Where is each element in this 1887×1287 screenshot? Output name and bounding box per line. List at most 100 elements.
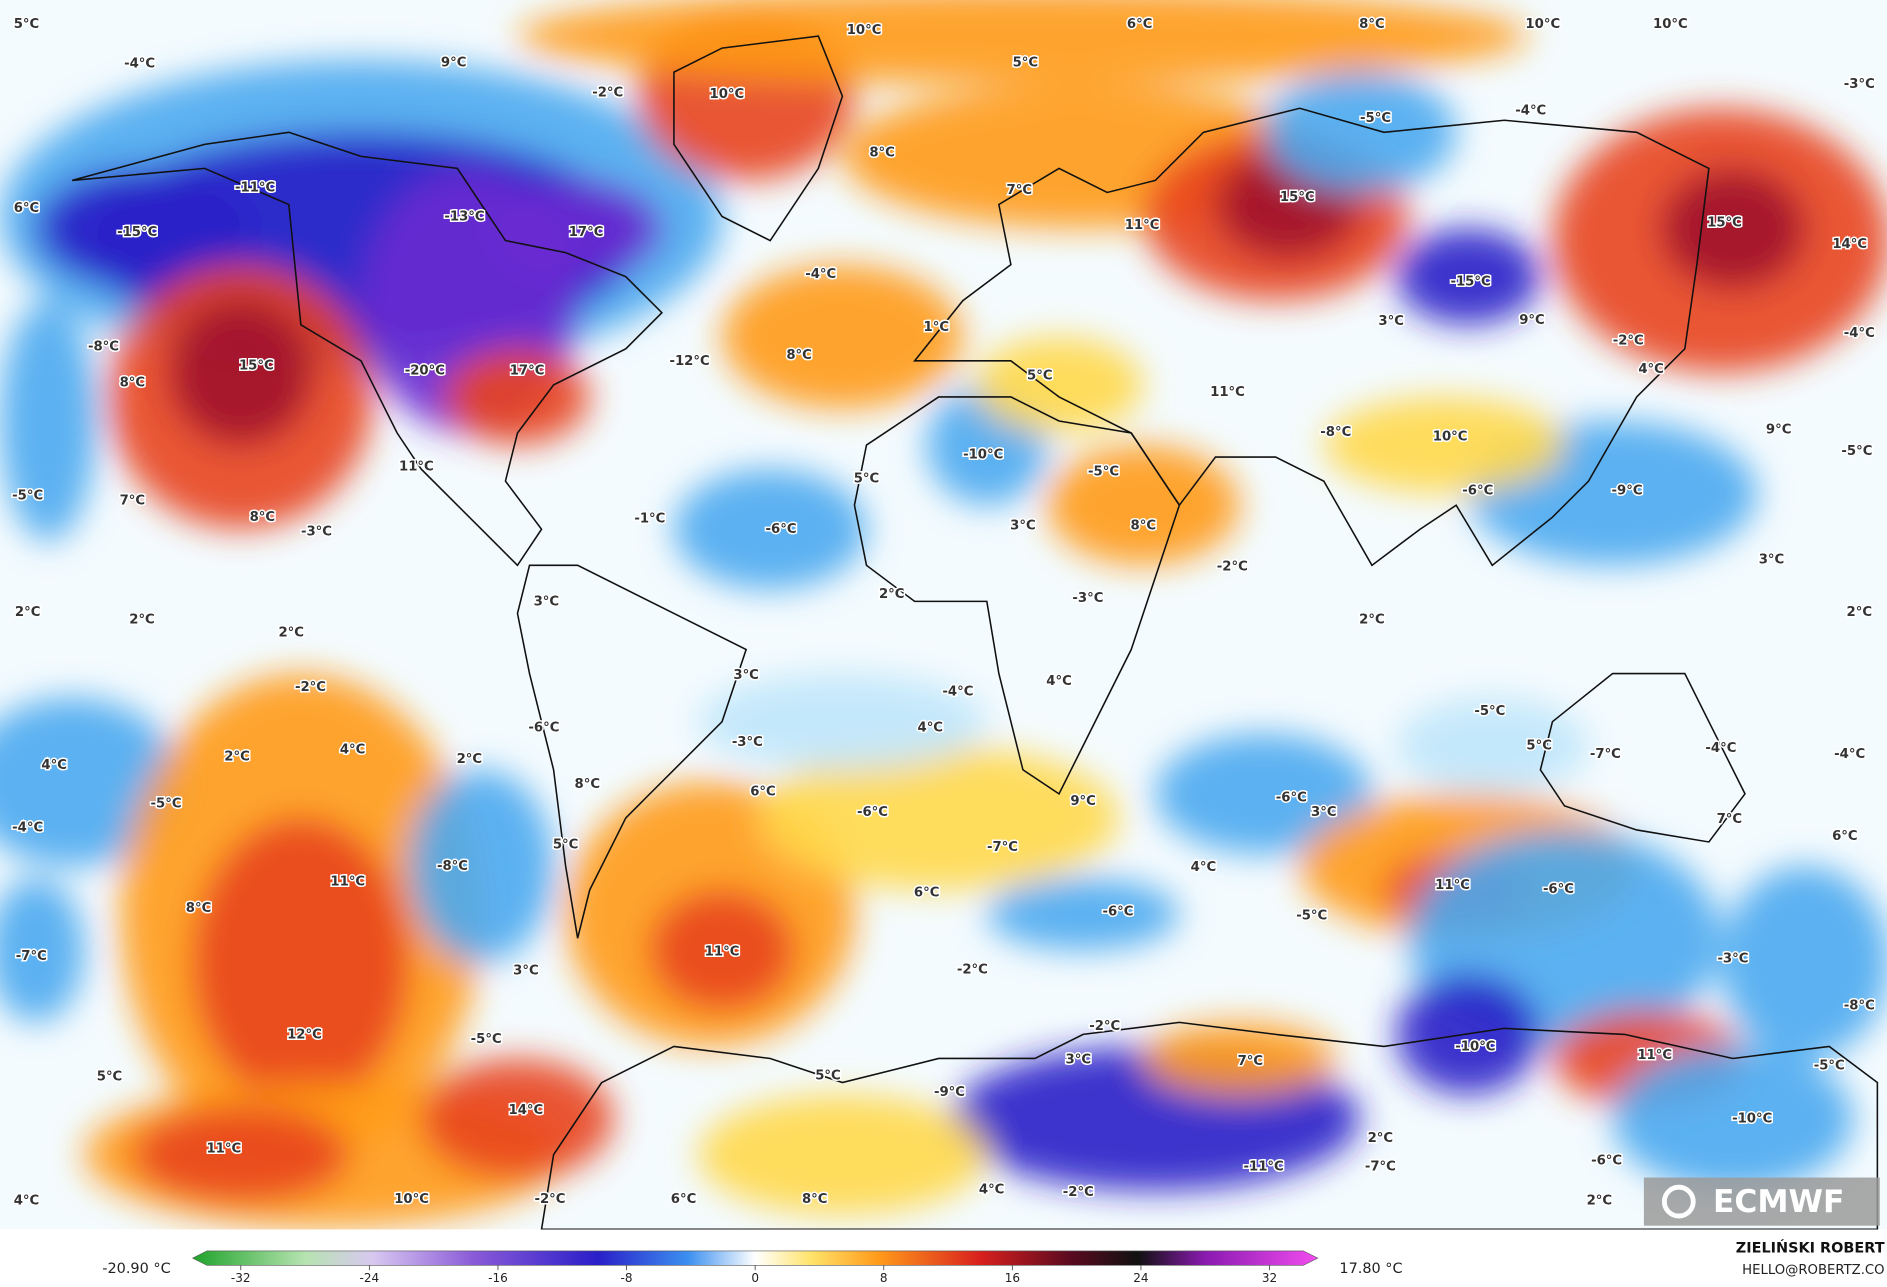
temperature-label: -8°C [1320,425,1351,440]
temperature-region [0,878,85,1023]
temperature-label: -3°C [1072,591,1103,606]
temperature-label: -2°C [1217,560,1248,575]
temperature-label: 7°C [120,493,146,508]
temperature-label: 9°C [441,56,467,71]
temperature-label: 4°C [41,758,67,773]
temperature-label: -12°C [669,354,709,369]
temperature-field: 5°C 10°C 6°C 8°C 10°C 10°C -4°C 9°C 5°C -2°C 10°C -… [0,0,1887,1230]
temperature-label: 2°C [224,750,250,765]
temperature-label: 7°C [1238,1054,1264,1069]
temperature-label: 17°C [510,363,545,378]
temperature-label: -5°C [1814,1059,1845,1074]
temperature-label: 3°C [1010,519,1036,534]
temperature-label: -10°C [963,448,1003,463]
temperature-label: -7°C [1590,747,1621,762]
temperature-region [0,300,97,542]
temperature-label: 6°C [1832,829,1858,844]
temperature-label: 3°C [513,964,539,979]
temperature-label: -4°C [942,685,973,700]
temperature-label: -5°C [471,1032,502,1047]
temperature-label: -5°C [151,796,182,811]
temperature-label: 9°C [1766,422,1792,437]
temperature-label: 10°C [1433,430,1468,445]
contact: HELLO@ROBERTZ.CO [1742,1263,1884,1278]
temperature-label: -10°C [1732,1112,1772,1127]
temperature-region [697,673,987,770]
temperature-label: -5°C [12,489,43,504]
temperature-label: 8°C [250,510,276,525]
temperature-label: -7°C [1365,1160,1396,1175]
temperature-region [493,180,662,277]
temperature-label: 8°C [786,348,812,363]
temperature-label: 2°C [278,626,304,641]
temperature-label: 4°C [340,742,366,757]
temperature-region [445,348,590,446]
temperature-label: -1°C [634,511,665,526]
temperature-label: -6°C [528,721,559,736]
temperature-region [1395,228,1541,325]
temperature-label: -3°C [1844,77,1875,92]
temperature-label: -6°C [766,522,797,537]
temperature-label: 5°C [14,17,40,32]
temperature-label: 5°C [553,837,579,852]
temperature-label: -6°C [857,805,888,820]
logo-text: ECMWF [1713,1184,1844,1220]
temperature-label: 10°C [394,1192,429,1207]
temperature-label: 8°C [575,777,601,792]
temperature-label: 6°C [1127,17,1153,32]
temperature-label: 8°C [120,375,146,390]
temperature-label: 6°C [914,885,940,900]
temperature-region [1323,396,1565,494]
temperature-label: -3°C [732,735,763,750]
temperature-label: 3°C [534,594,560,609]
temperature-label: 4°C [1638,362,1664,377]
temperature-region [168,300,313,446]
temperature-region [1612,1046,1854,1191]
temperature-label: -20°C [405,363,445,378]
temperature-region [673,469,867,590]
temperature-label: -13°C [444,210,484,225]
temperature-label: 2°C [129,612,155,627]
colorbar-max: 17.80 °C [1339,1261,1402,1277]
temperature-label: 2°C [1368,1131,1394,1146]
temperature-label: 2°C [1847,605,1873,620]
temperature-label: 3°C [1759,552,1785,567]
temperature-label: -4°C [805,267,836,282]
temperature-label: -5°C [1296,908,1327,923]
temperature-label: 2°C [1587,1193,1613,1208]
temperature-label: 2°C [457,752,483,767]
temperature-label: 6°C [14,201,40,216]
temperature-label: -4°C [1834,747,1865,762]
temperature-label: 4°C [979,1183,1005,1198]
temperature-label: 15°C [239,359,274,374]
temperature-label: 9°C [1519,313,1545,328]
colorbar-tick-label: 0 [751,1271,759,1285]
temperature-label: 17°C [569,225,604,240]
temperature-label: 2°C [15,605,41,620]
temperature-label: -4°C [12,821,43,836]
temperature-region [36,168,253,289]
temperature-region [986,878,1180,951]
temperature-label: -4°C [124,57,155,72]
temperature-region [722,264,963,409]
temperature-label: 10°C [847,23,882,38]
temperature-label: 14°C [1832,237,1867,252]
temperature-label: -2°C [295,680,326,695]
temperature-label: 5°C [97,1070,123,1085]
temperature-label: -2°C [1089,1019,1120,1034]
colorbar-min: -20.90 °C [102,1261,170,1277]
colorbar-tick-label: -16 [488,1271,508,1285]
temperature-label: 10°C [1525,17,1560,32]
temperature-label: -5°C [1088,465,1119,480]
temperature-label: -4°C [1515,104,1546,119]
temperature-label: -10°C [1455,1039,1495,1054]
temperature-label: 4°C [1046,674,1072,689]
colorbar-tick-label: -8 [621,1271,633,1285]
temperature-label: 6°C [671,1192,697,1207]
temperature-region [697,1094,987,1215]
temperature-label: 3°C [733,668,759,683]
colorbar-tick-label: 8 [880,1271,888,1285]
temperature-label: -9°C [1612,484,1643,499]
